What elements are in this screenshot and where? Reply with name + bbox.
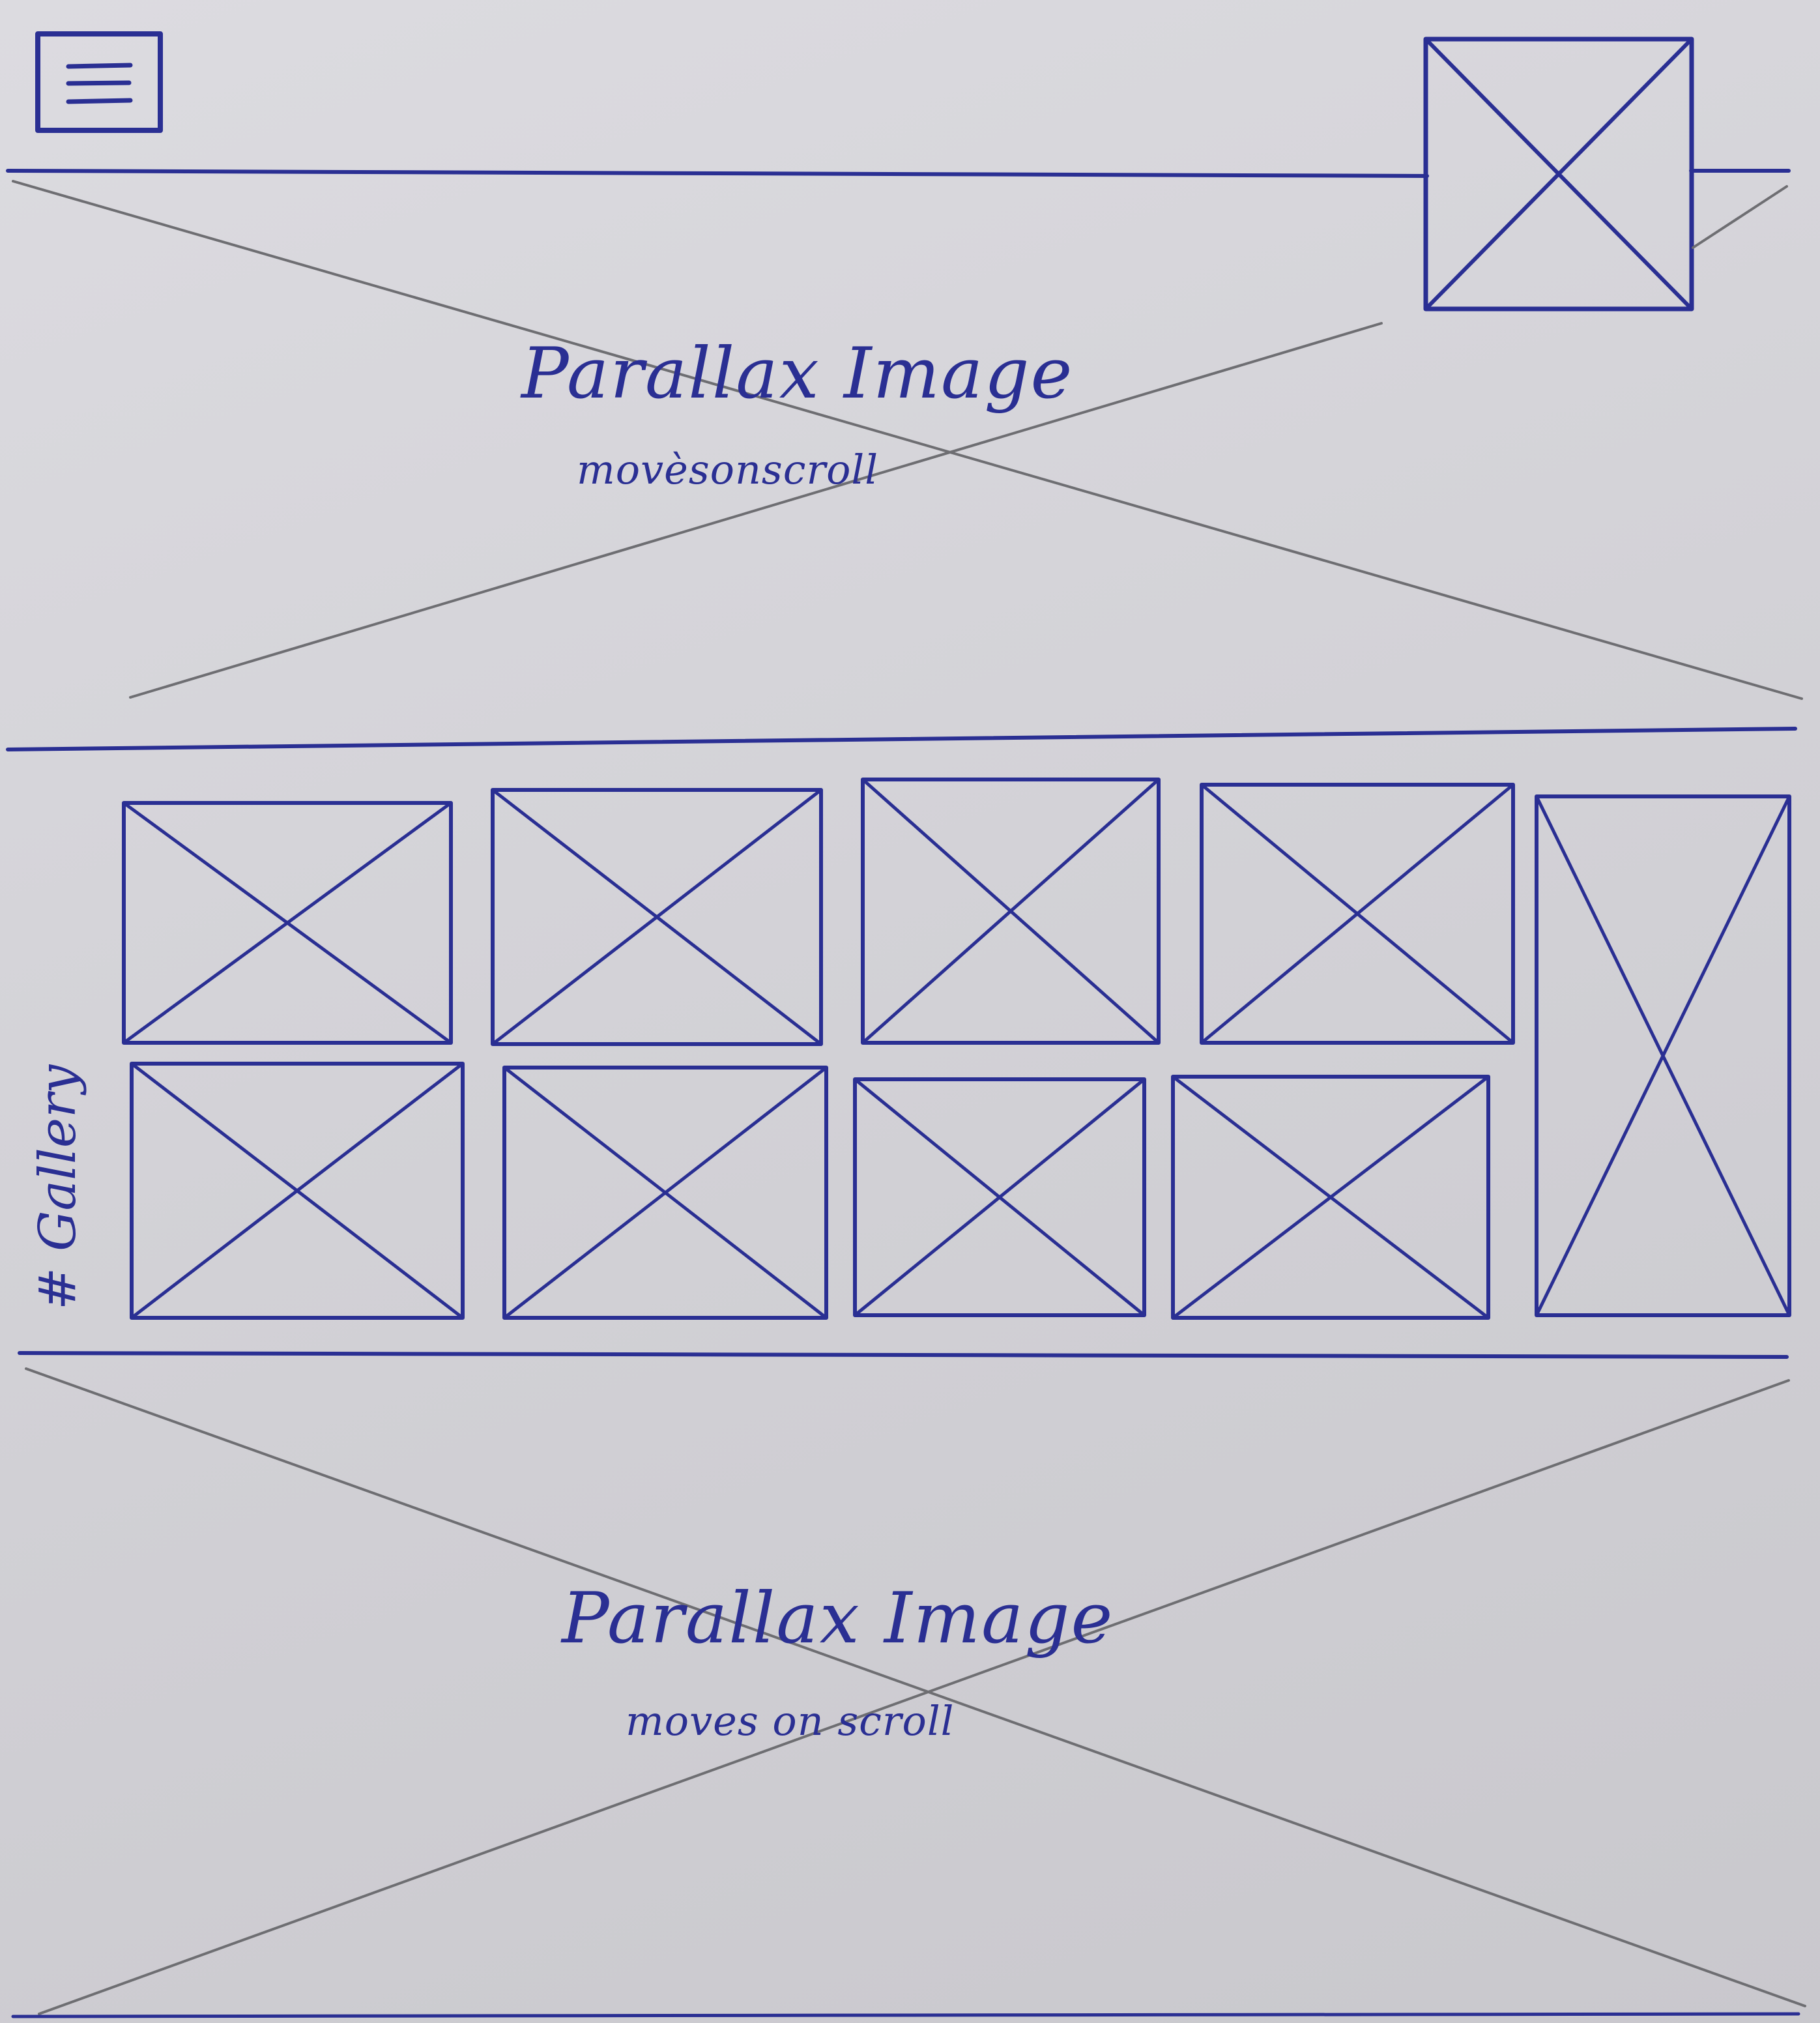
gallery-item[interactable] xyxy=(130,1062,465,1320)
gallery-bottom-divider xyxy=(18,1351,1789,1359)
gallery-item[interactable] xyxy=(491,788,823,1046)
footer-parallax-image xyxy=(25,1367,1806,2015)
gallery-item[interactable] xyxy=(853,1077,1146,1317)
header-divider xyxy=(6,169,1429,178)
gallery-item[interactable] xyxy=(122,801,453,1045)
gallery-item[interactable] xyxy=(1200,783,1515,1045)
gallery-top-divider xyxy=(6,727,1797,751)
hamburger-menu-icon[interactable] xyxy=(35,31,163,133)
gallery-item[interactable] xyxy=(1171,1075,1490,1320)
hero-title: Parallax Image xyxy=(521,333,1074,415)
gallery-label: # Gallery xyxy=(29,1064,87,1310)
gallery-item[interactable] xyxy=(502,1066,828,1320)
footer-hero-caption: moves on scroll xyxy=(626,1697,955,1745)
footer-hero-title: Parallax Image xyxy=(562,1578,1114,1659)
gallery-item-tall[interactable] xyxy=(1535,794,1791,1317)
logo-placeholder[interactable] xyxy=(1423,36,1694,312)
hero-caption: movèsonscroll xyxy=(577,446,879,493)
gallery-item[interactable] xyxy=(861,778,1161,1045)
page-bottom-divider xyxy=(11,2012,1800,2018)
hero-parallax-image xyxy=(12,180,1803,700)
